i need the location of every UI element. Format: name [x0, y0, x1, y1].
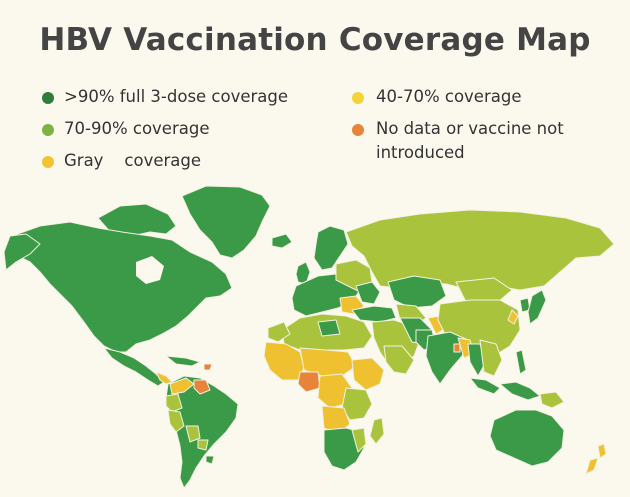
yellow-dot-icon: [352, 92, 364, 104]
region-caribbean: [165, 355, 201, 367]
legend-label-none-line2: introduced: [376, 143, 465, 162]
region-bolivia: [185, 425, 201, 443]
region-russia: [345, 209, 615, 291]
region-indochina: [479, 339, 503, 377]
region-mexico: [103, 347, 165, 387]
region-paraguay: [197, 439, 209, 451]
region-philippines: [515, 349, 527, 375]
region-nigeria: [297, 371, 321, 393]
region-new-zealand-south: [585, 457, 599, 475]
legend-label-none-line1: No data or vaccine not: [376, 119, 564, 138]
region-iceland: [271, 233, 293, 249]
region-colombia: [165, 393, 183, 413]
region-sahel: [299, 347, 357, 377]
region-japan-south: [507, 309, 519, 325]
region-indonesia-east: [499, 381, 541, 401]
region-libya: [317, 319, 341, 337]
legend-label-mid: 70-90% coverage: [64, 119, 210, 138]
region-uruguay: [205, 455, 215, 465]
region-arabia: [383, 345, 415, 375]
yellow-dot-icon: [42, 156, 54, 168]
region-peru: [167, 409, 185, 433]
dark-green-dot-icon: [42, 92, 54, 104]
region-west-africa: [263, 341, 305, 381]
region-turkey: [351, 305, 397, 323]
region-alaska: [3, 233, 41, 271]
region-north-america: [11, 221, 233, 353]
region-kazakhstan: [387, 275, 447, 309]
light-green-dot-icon: [42, 124, 54, 136]
region-morocco: [267, 321, 291, 343]
region-madagascar: [369, 417, 385, 445]
region-indonesia-west: [469, 377, 501, 395]
region-guyanas: [193, 379, 211, 395]
region-venezuela: [169, 377, 195, 395]
region-mozambique: [351, 427, 367, 453]
orange-dot-icon: [352, 124, 364, 136]
legend-label-gray: Gray coverage: [64, 151, 202, 170]
region-eastern-europe: [355, 281, 381, 305]
page-title: HBV Vaccination Coverage Map: [39, 22, 591, 58]
region-horn: [351, 357, 385, 391]
region-japan: [527, 289, 547, 325]
region-png: [539, 391, 565, 409]
region-south-america: [165, 375, 239, 489]
region-mongolia: [455, 277, 513, 303]
region-new-zealand-north: [597, 443, 607, 459]
legend-label-high: >90% full 3-dose coverage: [64, 87, 289, 106]
region-greenland: [181, 185, 271, 259]
legend-label-low: 40-70% coverage: [376, 87, 522, 106]
region-scandinavia: [313, 225, 349, 271]
region-australia: [489, 409, 565, 467]
